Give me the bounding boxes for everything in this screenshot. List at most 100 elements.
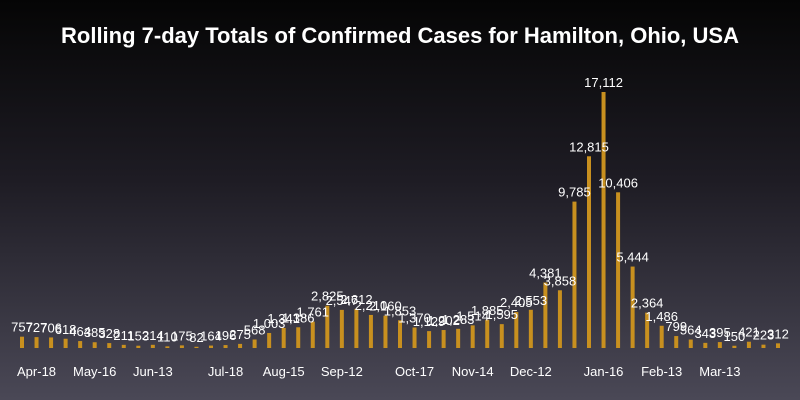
bar [34, 337, 39, 348]
bar [427, 331, 432, 348]
bar [252, 339, 257, 348]
bar [92, 342, 97, 348]
data-label: 153 [127, 329, 149, 344]
bar [165, 346, 170, 348]
data-label: 385 [84, 325, 106, 340]
bar [107, 343, 112, 348]
x-tick-label: Dec-12 [510, 364, 552, 379]
bar [630, 266, 635, 348]
x-tick-label: Oct-17 [395, 364, 434, 379]
bar [485, 319, 490, 348]
bar [587, 156, 591, 348]
data-label: 799 [665, 319, 687, 334]
data-label: 2,825 [311, 289, 344, 304]
bars-group [20, 92, 780, 348]
x-tick-label: Jan-16 [584, 364, 624, 379]
bar [20, 336, 24, 348]
data-label: 757 [11, 320, 33, 335]
data-label: 2,210 [355, 298, 388, 313]
bar [528, 309, 533, 348]
x-tick-label: Sep-12 [321, 364, 363, 379]
bar [645, 312, 650, 348]
data-label: 1,885 [471, 303, 504, 318]
bar [412, 327, 417, 348]
bar [456, 328, 461, 348]
data-label: 164 [200, 329, 222, 344]
bar [63, 338, 68, 348]
data-label: 2,612 [340, 292, 373, 307]
bar [499, 324, 504, 348]
bar [368, 314, 373, 348]
data-label: 421 [738, 325, 760, 340]
data-label: 1,595 [485, 307, 518, 322]
bar [325, 305, 330, 348]
data-label: 2,364 [631, 296, 664, 311]
bar [732, 345, 737, 348]
data-label: 727 [26, 320, 48, 335]
data-label: 568 [244, 323, 266, 338]
data-label: 175 [171, 328, 193, 343]
data-label: 1,283 [442, 312, 475, 327]
data-labels-group: 7577277066184643853282111532141101758216… [11, 75, 789, 345]
data-label: 5,444 [616, 250, 649, 265]
bar [296, 327, 301, 348]
data-label: 12,815 [569, 139, 609, 154]
bar [703, 342, 708, 348]
bar [194, 346, 199, 348]
bar [49, 337, 54, 348]
x-tick-label: Nov-14 [452, 364, 494, 379]
bar [761, 344, 766, 348]
data-label: 2,547 [326, 293, 359, 308]
bar [557, 290, 562, 348]
bar [354, 308, 359, 348]
data-label: 2,405 [500, 295, 533, 310]
bar [514, 312, 519, 348]
data-label: 343 [694, 326, 716, 341]
bar [688, 339, 693, 348]
x-tick-label: Jul-18 [208, 364, 243, 379]
bar [717, 342, 722, 348]
data-label: 1,003 [253, 316, 286, 331]
bar [209, 345, 213, 348]
x-tick-label: Apr-18 [17, 364, 56, 379]
bar [383, 315, 388, 348]
bar [543, 282, 548, 348]
bar [223, 345, 228, 348]
data-label: 1,514 [456, 308, 489, 323]
data-label: 110 [157, 329, 178, 344]
bar [339, 309, 344, 348]
bar [238, 343, 243, 348]
data-label: 464 [69, 324, 91, 339]
data-label: 395 [709, 325, 731, 340]
data-label: 9,785 [558, 185, 591, 200]
data-label: 312 [767, 326, 789, 341]
data-label: 2,160 [369, 299, 402, 314]
bar [150, 344, 155, 348]
x-tick-label: May-16 [73, 364, 116, 379]
data-label: 1,202 [427, 313, 460, 328]
data-label: 1,486 [645, 309, 678, 324]
bar [179, 345, 184, 348]
data-label: 1,129 [413, 314, 446, 329]
data-label: 223 [753, 328, 775, 343]
data-label: 564 [680, 323, 702, 338]
bar [746, 341, 751, 348]
data-label: 1,386 [282, 310, 315, 325]
bar [674, 336, 679, 348]
data-label: 328 [98, 326, 120, 341]
data-label: 3,858 [544, 273, 577, 288]
x-axis-ticks-group: Apr-18 May-16 Jun-13 Jul-18 Aug-15 Sep-12 Oct-… [17, 364, 740, 379]
bar [470, 325, 475, 348]
bar [601, 92, 606, 348]
data-label: 17,112 [584, 75, 623, 90]
data-label: 1,370 [398, 311, 431, 326]
bar [121, 344, 126, 348]
data-label: 706 [40, 320, 62, 335]
data-label: 2,553 [515, 293, 548, 308]
x-tick-label: Jun-13 [133, 364, 173, 379]
data-label: 1,761 [296, 305, 329, 320]
data-label: 214 [142, 328, 164, 343]
data-label: 1,341 [267, 311, 300, 326]
chart-title: Rolling 7-day Totals of Confirmed Cases … [61, 23, 739, 48]
bar [572, 201, 577, 348]
